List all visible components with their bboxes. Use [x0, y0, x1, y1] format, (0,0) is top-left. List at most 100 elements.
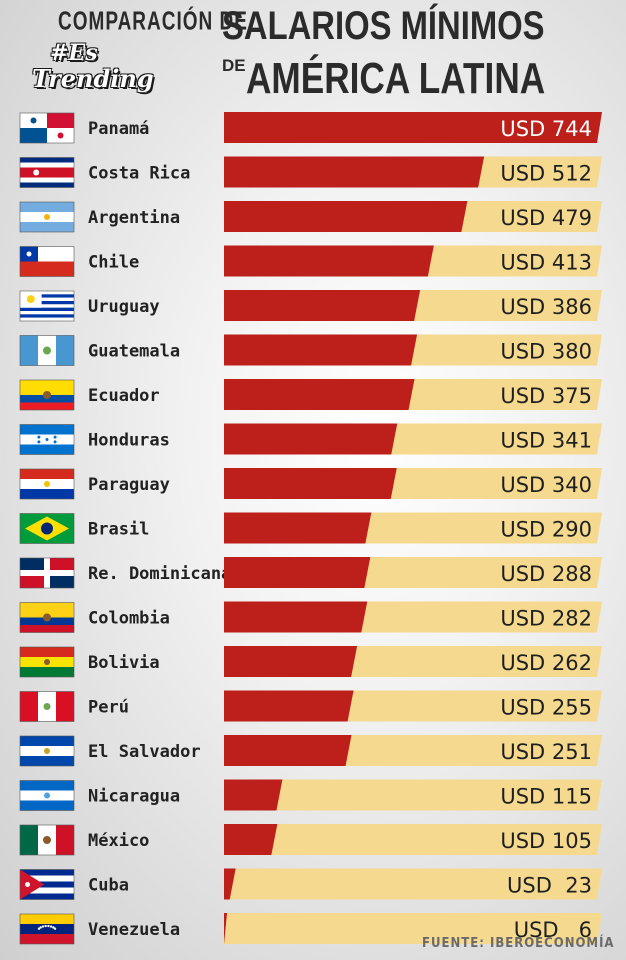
flag-el-salvador-icon: [19, 735, 75, 767]
flag-venezuela-icon: [19, 913, 75, 945]
country-label: Colombia: [88, 609, 170, 629]
bar-row: México USD 105: [19, 824, 602, 856]
value-label: USD 105: [500, 829, 592, 853]
country-label: Uruguay: [88, 297, 160, 317]
bar: [224, 868, 236, 900]
bar: [224, 290, 421, 321]
flag-honduras-icon: [19, 424, 75, 455]
bar-row: Panamá USD 744: [19, 112, 602, 144]
bar-row: Argentina USD 479: [19, 201, 602, 233]
flag-nicaragua-icon: [19, 780, 75, 811]
bar-track: [224, 779, 602, 811]
bar: [224, 690, 354, 722]
bar-track: [224, 913, 602, 944]
value-label: USD 288: [500, 562, 592, 586]
flag-paraguay-icon: [19, 468, 75, 500]
flag-brasil-icon: [19, 513, 75, 544]
flag-re-dominicana-icon: [19, 557, 75, 589]
bar-row: Guatemala USD 380: [19, 334, 602, 366]
bar: [224, 779, 283, 811]
country-label: Argentina: [88, 208, 180, 228]
flag-peru-icon: [19, 691, 75, 722]
country-label: México: [88, 831, 149, 851]
bar-row: Costa Rica USD 512: [19, 156, 602, 188]
value-label: USD 479: [500, 206, 592, 230]
chart-header: COMPARACIÓN DE SALARIOS MÍNIMOS DE AMÉRI…: [0, 0, 626, 110]
flag-colombia-icon: [19, 602, 75, 633]
flag-cuba-icon: [19, 869, 75, 900]
bar: [224, 156, 485, 188]
country-label: Nicaragua: [88, 787, 180, 807]
country-label: Guatemala: [88, 342, 180, 362]
bar: [224, 334, 418, 366]
title-main-line2: AMÉRICA LATINA: [246, 54, 546, 103]
country-label: Paraguay: [88, 475, 170, 495]
country-label: Honduras: [88, 431, 170, 451]
value-label: USD 375: [500, 384, 592, 408]
bar-row: El Salvador USD 251: [19, 735, 602, 767]
bar: [224, 557, 371, 588]
flag-uruguay-icon: [19, 290, 75, 322]
country-label: Re. Dominicana: [88, 564, 231, 584]
flag-panama-icon: [19, 112, 75, 144]
value-label: USD 282: [500, 607, 592, 631]
bar-row: Chile USD 413: [19, 245, 602, 277]
bar-row: Re. Dominicana USD 288: [19, 557, 602, 589]
flag-chile-icon: [19, 246, 75, 277]
bar-row: Bolivia USD 262: [19, 646, 602, 678]
country-label: Ecuador: [88, 386, 160, 406]
bar: [224, 112, 602, 143]
country-label: Bolivia: [88, 653, 160, 673]
es-trending-logo: #Es Trending: [28, 40, 158, 98]
bar-track: [224, 824, 602, 855]
flag-bolivia-icon: [19, 646, 75, 678]
bar-row: Perú USD 255: [19, 690, 602, 722]
value-label: USD 115: [500, 785, 592, 809]
country-label: El Salvador: [88, 742, 201, 762]
value-label: USD 262: [500, 651, 592, 675]
value-label: USD 251: [500, 740, 592, 764]
bar: [224, 512, 372, 544]
title-main-line1: SALARIOS MÍNIMOS: [222, 4, 545, 48]
flag-mexico-icon: [19, 824, 75, 856]
flag-guatemala-icon: [19, 335, 75, 366]
bar-row: Honduras USD 341: [19, 423, 602, 455]
bar: [224, 379, 415, 410]
value-label: USD 340: [500, 473, 592, 497]
bar-row: Nicaragua USD 115: [19, 779, 602, 811]
country-label: Brasil: [88, 520, 149, 540]
bar-row: Uruguay USD 386: [19, 290, 602, 322]
value-label: USD 413: [500, 251, 592, 275]
flag-costa-rica-icon: [19, 157, 75, 188]
country-label: Cuba: [88, 876, 129, 896]
value-label: USD 255: [500, 696, 592, 720]
bar: [224, 601, 368, 633]
flag-argentina-icon: [19, 201, 75, 233]
bar-row: Cuba USD 23: [19, 868, 602, 900]
bar-row: Colombia USD 282: [19, 601, 602, 633]
bar: [224, 245, 434, 277]
value-label: USD 290: [500, 518, 592, 542]
country-label: Venezuela: [88, 920, 180, 940]
country-label: Perú: [88, 698, 129, 718]
title-connector: DE: [222, 56, 246, 75]
value-label: USD 341: [500, 429, 592, 453]
bar: [224, 735, 352, 766]
bar: [224, 646, 358, 677]
logo-hash-text: #Es: [50, 40, 98, 66]
bar: [224, 423, 398, 455]
country-label: Chile: [88, 253, 139, 273]
bar: [224, 468, 397, 499]
country-label: Panamá: [88, 119, 149, 139]
bar: [224, 913, 228, 944]
bar-row: Paraguay USD 340: [19, 468, 602, 500]
bar: [224, 824, 278, 855]
value-label: USD 380: [500, 340, 592, 364]
title-lead: COMPARACIÓN DE: [58, 8, 248, 37]
bar-row: Venezuela USD 6: [19, 913, 602, 945]
value-label: USD 512: [500, 162, 592, 186]
country-label: Costa Rica: [88, 164, 190, 184]
value-label: USD 386: [500, 295, 592, 319]
value-label: USD 23: [507, 874, 592, 898]
